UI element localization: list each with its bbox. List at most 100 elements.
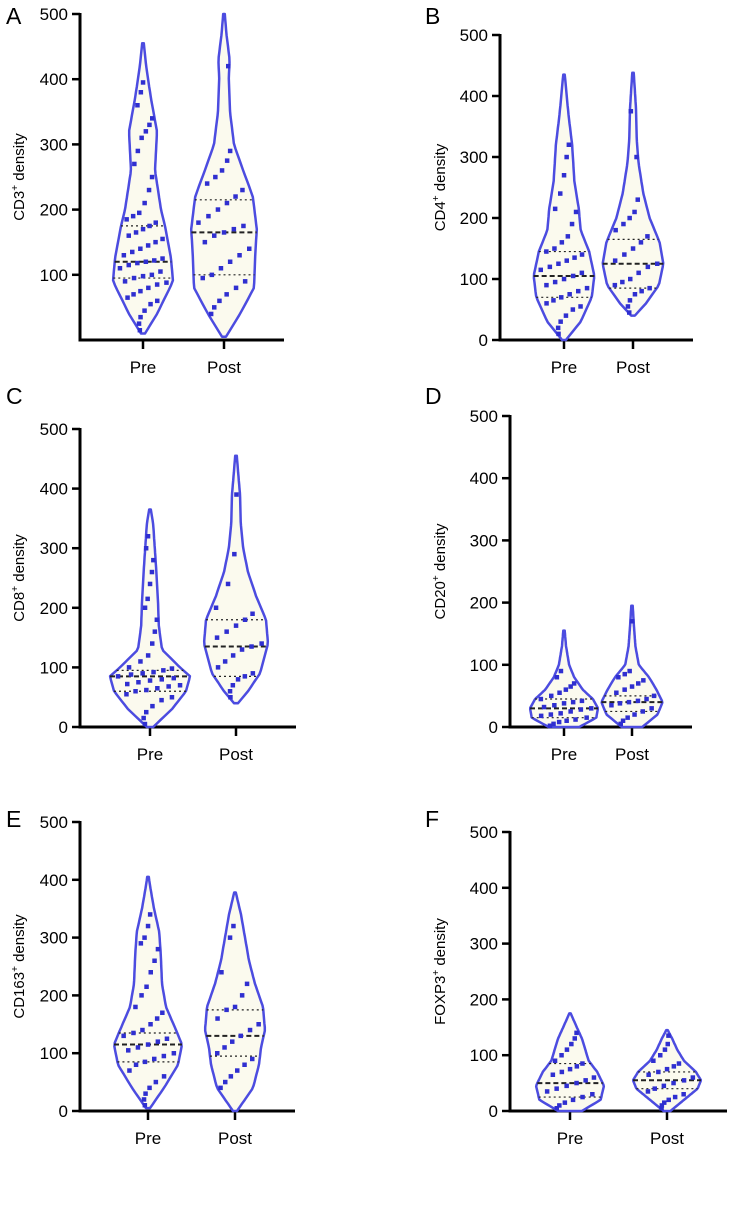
data-point xyxy=(228,695,233,700)
panel-letter: A xyxy=(6,3,22,29)
data-point xyxy=(215,1016,220,1021)
data-point xyxy=(570,273,576,279)
data-point xyxy=(573,209,579,215)
data-point xyxy=(625,715,630,720)
data-point xyxy=(589,706,594,711)
y-tick-label: 300 xyxy=(470,531,498,550)
data-point xyxy=(142,605,148,610)
violin-post xyxy=(203,891,267,1113)
x-tick-label: Post xyxy=(219,745,253,764)
data-point xyxy=(130,213,136,219)
data-point xyxy=(152,958,157,963)
data-point xyxy=(138,288,143,294)
y-axis-title-sup: + xyxy=(10,185,21,191)
data-point xyxy=(237,253,242,258)
data-point xyxy=(240,187,245,193)
data-point xyxy=(238,1033,243,1039)
data-point xyxy=(627,310,632,315)
data-point xyxy=(138,246,143,251)
y-axis-title-rest: density xyxy=(11,133,28,185)
data-point xyxy=(161,1053,167,1059)
data-point xyxy=(544,282,549,288)
data-point xyxy=(152,258,157,263)
data-point xyxy=(177,683,183,688)
data-point xyxy=(627,668,632,674)
data-point xyxy=(563,687,569,692)
data-point xyxy=(218,1085,223,1091)
data-point xyxy=(131,275,137,281)
data-point xyxy=(625,304,631,309)
data-point xyxy=(115,674,121,679)
data-point xyxy=(556,331,561,337)
violin-pre xyxy=(528,629,600,729)
y-axis-title: FOXP3+ density xyxy=(431,918,449,1025)
data-point xyxy=(656,1069,661,1075)
x-tick-label: Pre xyxy=(557,1129,583,1148)
panel-B: B 0 100 200 300 400 500 Pre Post CD4+ density xyxy=(425,3,693,377)
data-point xyxy=(658,1053,663,1058)
data-point xyxy=(232,551,237,557)
data-point xyxy=(196,220,201,225)
data-point xyxy=(155,946,161,952)
data-point xyxy=(559,295,564,300)
data-point xyxy=(564,1083,569,1089)
data-point xyxy=(138,659,143,664)
data-point xyxy=(132,161,137,167)
data-point xyxy=(147,122,152,128)
data-point xyxy=(136,680,141,685)
data-point xyxy=(551,298,556,303)
data-point xyxy=(154,617,160,622)
data-point xyxy=(142,200,147,206)
data-point xyxy=(150,641,155,646)
y-axis-title: CD20+ density xyxy=(431,523,449,619)
data-point xyxy=(147,223,152,229)
y-axis-title-base: CD3 xyxy=(11,191,28,221)
data-point xyxy=(155,686,160,691)
data-point xyxy=(638,240,644,245)
data-point xyxy=(154,1016,160,1021)
panel-letter: C xyxy=(6,383,23,409)
data-point xyxy=(171,1051,177,1056)
data-point xyxy=(235,1068,240,1073)
data-point xyxy=(561,173,567,178)
data-point xyxy=(126,1048,131,1053)
data-point xyxy=(164,1036,170,1041)
data-point xyxy=(125,295,130,300)
data-point xyxy=(131,292,136,297)
data-point xyxy=(224,200,230,206)
data-point xyxy=(145,534,151,539)
data-point xyxy=(576,288,581,294)
y-tick-label: 200 xyxy=(40,986,68,1005)
data-point xyxy=(135,103,140,108)
data-point xyxy=(645,234,650,239)
data-point xyxy=(640,709,645,714)
data-point xyxy=(143,259,149,264)
violin-pre xyxy=(534,1012,606,1113)
data-point xyxy=(151,669,156,675)
data-point xyxy=(160,256,165,261)
data-point xyxy=(541,704,547,710)
y-tick-label: 500 xyxy=(470,823,498,842)
data-point xyxy=(130,249,135,255)
y-tick-label: 400 xyxy=(470,469,498,488)
data-point xyxy=(676,1061,682,1066)
data-point xyxy=(215,207,221,212)
data-point xyxy=(567,1066,573,1072)
data-point xyxy=(164,280,169,285)
data-point xyxy=(154,282,160,287)
data-point xyxy=(547,723,553,728)
y-axis-title-sup: + xyxy=(10,586,21,592)
data-point xyxy=(141,715,146,721)
data-point xyxy=(230,683,236,688)
data-point xyxy=(140,226,146,232)
data-point xyxy=(166,684,171,689)
data-point xyxy=(124,692,129,697)
y-tick-label: 200 xyxy=(40,599,68,618)
data-point xyxy=(564,1047,570,1052)
data-point xyxy=(140,273,146,279)
data-point xyxy=(628,109,634,114)
data-point xyxy=(634,154,639,160)
y-tick-label: 400 xyxy=(40,480,68,499)
y-axis-title-rest: density xyxy=(432,523,449,575)
data-point xyxy=(133,1004,138,1010)
